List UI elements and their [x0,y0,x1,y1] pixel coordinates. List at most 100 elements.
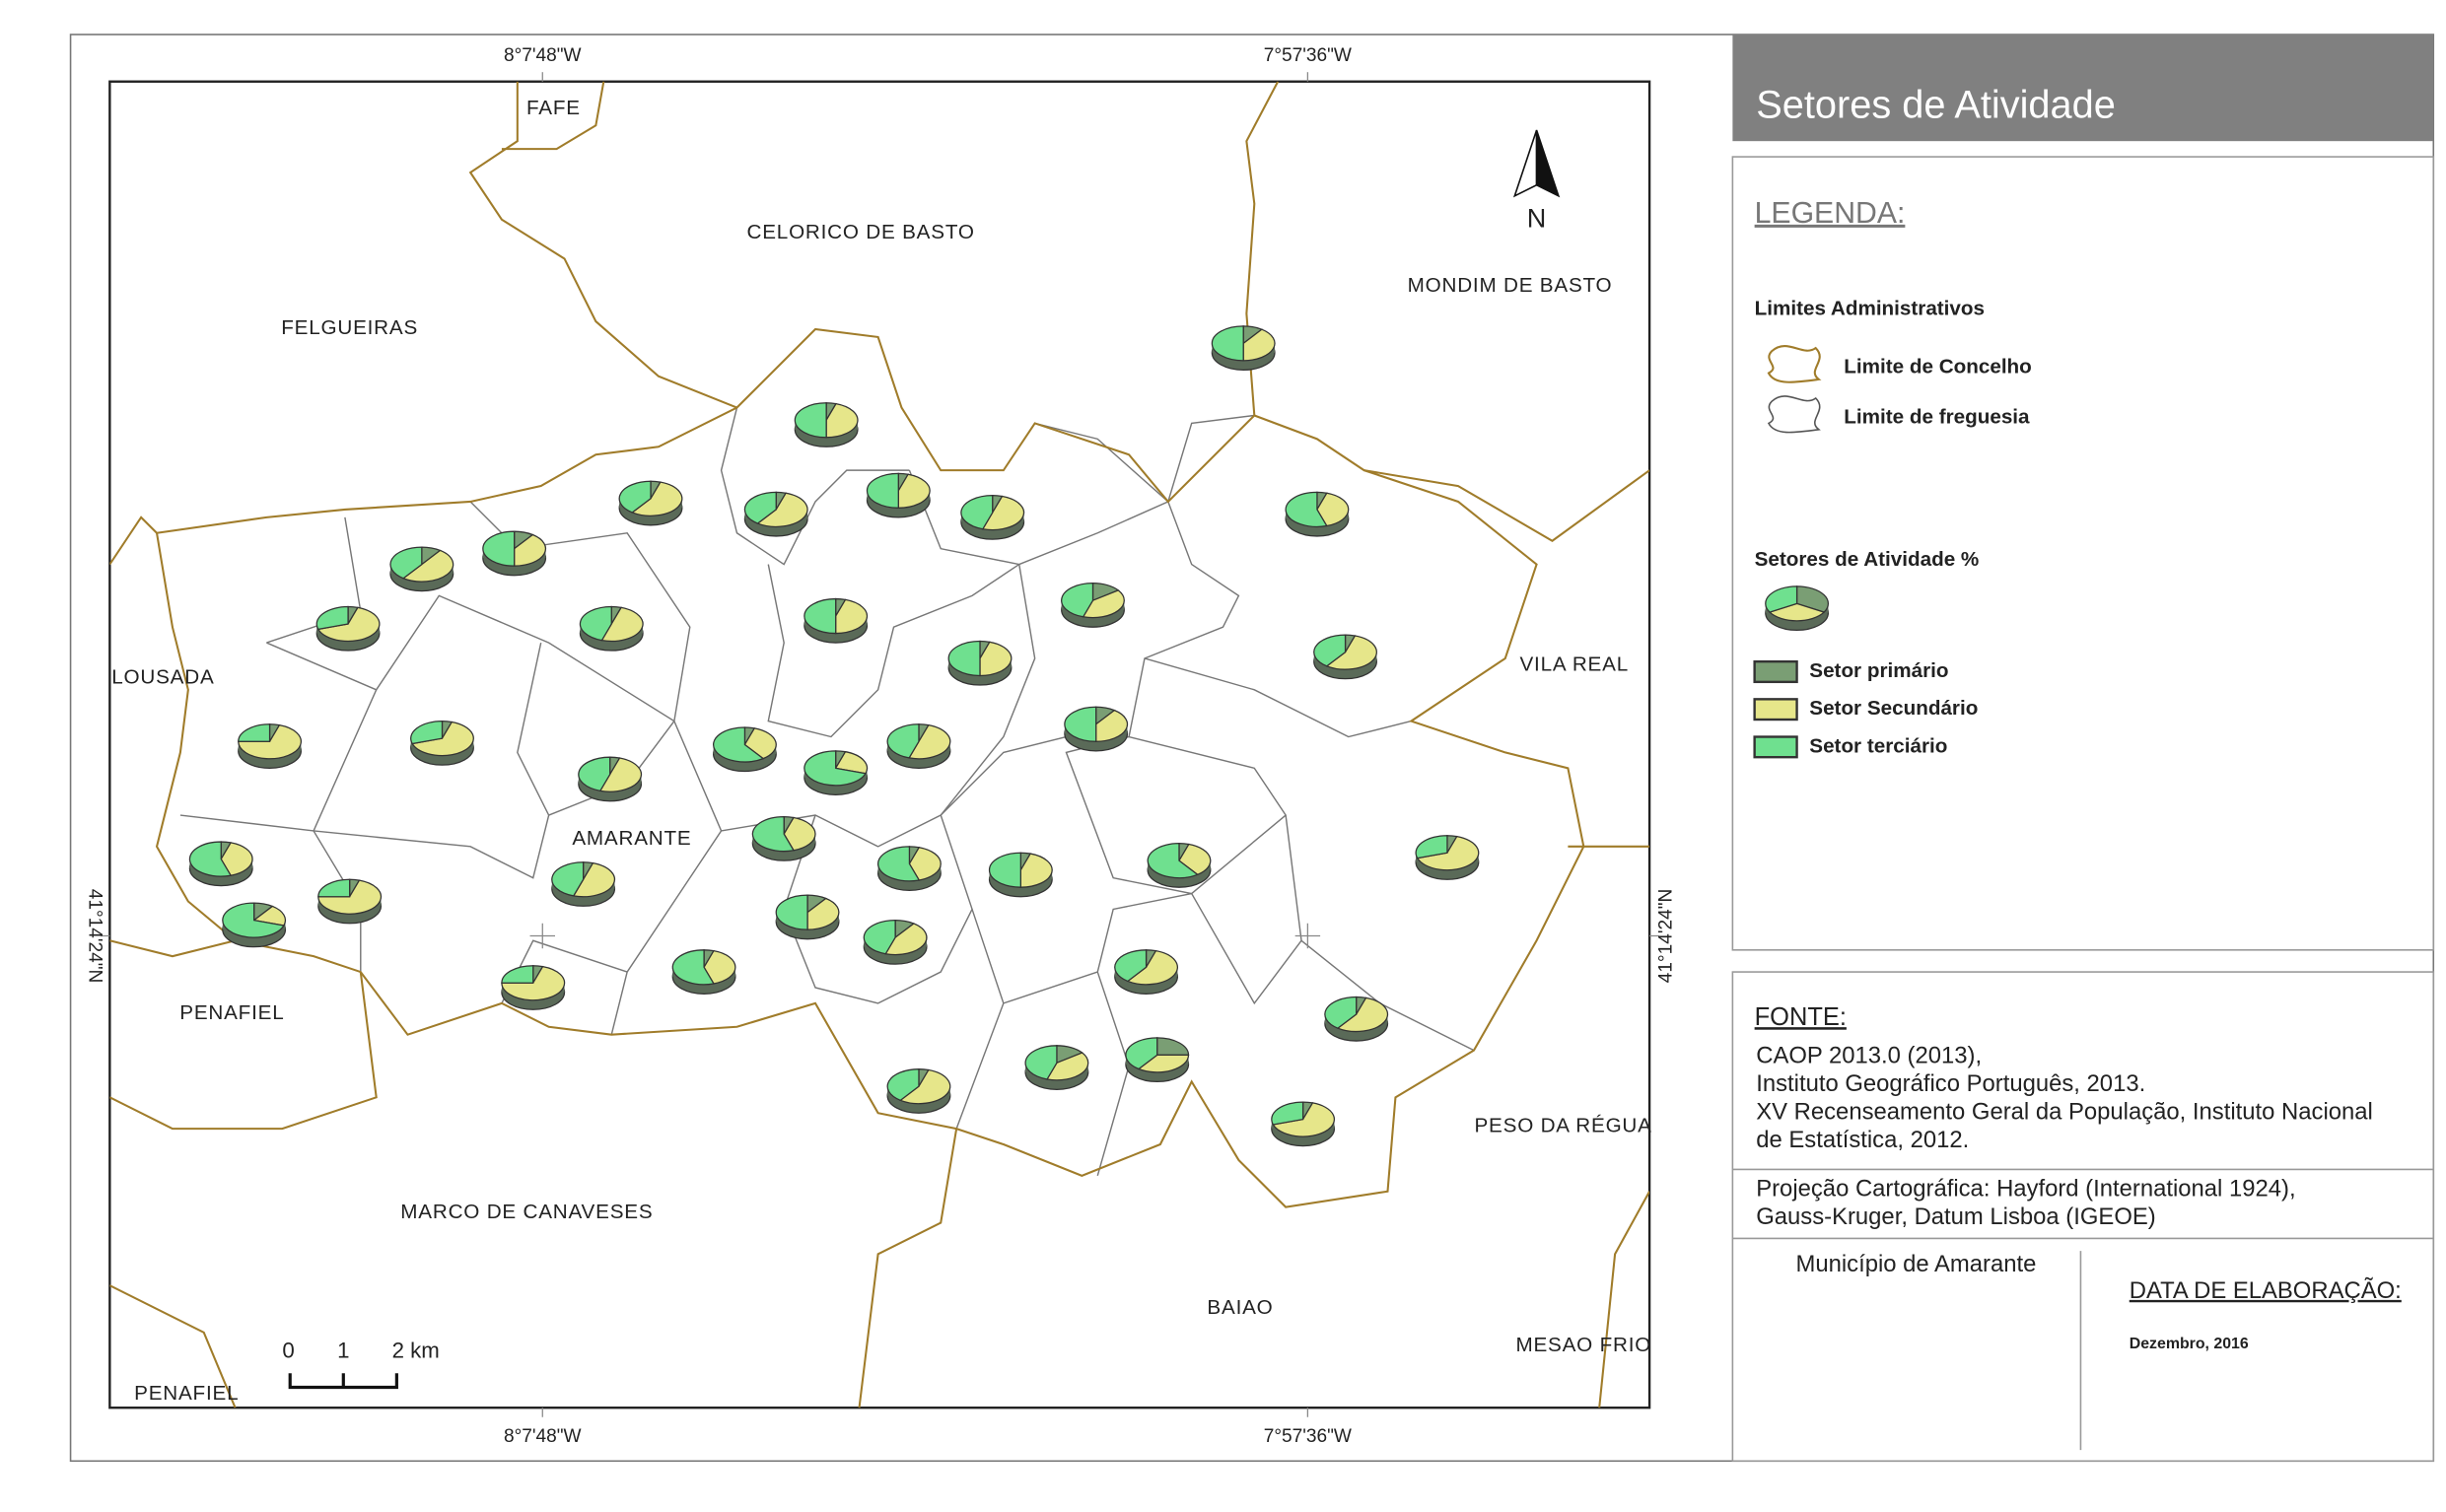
pie-slice [1137,1054,1190,1073]
pie-slice [315,605,349,631]
pie-slice [783,816,816,852]
pie-slice [316,606,381,643]
pie-slice [220,842,253,876]
coord-label: 41°14'24"N [85,889,105,983]
legend-item: Limite de Concelho [1844,356,2032,378]
pie-slice [598,757,643,792]
pie-slice [863,919,896,955]
freguesia-limits [179,407,1475,1177]
pie-slice [908,723,951,760]
pie-slice [1046,1052,1089,1081]
pie-slice [1336,997,1389,1033]
pie-slice [866,472,899,509]
map-frame [108,80,1651,1409]
pie [482,530,547,577]
pie-slice [1114,949,1148,983]
pie-slice [1126,949,1178,986]
pie [317,878,383,925]
source-line: CAOP 2013.0 (2013), [1756,1042,1982,1068]
pie-slice [411,721,474,757]
pie [1324,996,1389,1042]
legend-sectors: Setor primário Setor Secundário Setor terc… [1753,585,1978,759]
pie-slice [1024,1045,1058,1080]
pie [1415,835,1480,880]
legend-item: Limite de freguesia [1844,405,2030,428]
place-label: LOUSADA [111,665,214,688]
pie-slice [756,492,808,528]
north-label: N [1527,204,1547,234]
pie [863,919,928,965]
pie-slice [825,402,859,439]
legend-swatch [1753,735,1798,759]
pie [751,815,816,861]
coord-label: 8°7'48"W [504,45,582,66]
place-label: MARCO DE CANAVESES [400,1201,653,1223]
pie [960,494,1025,540]
legend-item: Setor terciário [1809,734,1947,757]
pie-slice [1325,635,1377,670]
pie [1147,843,1212,888]
title: Setores de Atividade [1756,83,2116,126]
pie-slice [600,606,644,643]
pie-slice [1242,328,1276,362]
source-line: de Estatística, 2012. [1756,1127,1969,1153]
pie-slice [1125,1037,1158,1070]
pie-slice [1765,585,1798,613]
pie-slice [389,546,423,580]
pie-slice [1082,589,1125,619]
pie-slice [410,720,444,745]
pie [1061,583,1125,628]
pie [1125,1037,1190,1083]
map-layer: N 0 1 2 km 8°7'48"W 7°57'36"W 8°7'48"W 7… [85,45,1677,1447]
pie-slice [572,861,616,898]
pie [618,480,683,526]
projection-line: Projeção Cartográfica: Hayford (Internat… [1756,1176,2295,1203]
pie [1313,634,1377,680]
title-bar [1732,34,2434,142]
legend-subheading: Limites Administrativos [1755,298,1985,320]
legend-subheading: Setores de Atividade % [1755,548,1980,571]
pie-slice [317,878,351,898]
pie [410,720,474,766]
pie-slice [835,598,869,635]
projection-line: Gauss-Kruger, Datum Lisboa (IGEOE) [1756,1203,2155,1230]
coord-label: 7°57'36"W [1264,1426,1352,1447]
pie-slice [743,491,777,524]
date: Dezembro, 2016 [2130,1336,2249,1352]
place-label: PENAFIEL [134,1382,239,1405]
pie [775,894,840,940]
date-heading: DATA DE ELABORAÇÃO: [2130,1277,2402,1304]
pie [743,491,808,537]
pie-slice [960,494,994,530]
pie-slice [1156,1037,1190,1057]
pie-slice [1064,706,1097,742]
legend-symbol [1767,395,1821,434]
pie-slice [1416,835,1480,871]
pie-slice [671,949,715,986]
place-label: CELORICO DE BASTO [747,221,975,243]
pie-slice [631,481,683,516]
source-line: XV Recenseamento Geral da População, Ins… [1756,1099,2373,1126]
pie [794,402,859,447]
place-label: PESO DA RÉGUA [1474,1114,1651,1136]
pie-slice [713,726,765,763]
pie [876,846,942,892]
pie-symbols [188,325,1480,1147]
info-box [1731,971,2435,1463]
pie [551,861,616,907]
legend-pie [1765,585,1830,632]
scale-bar [288,1373,398,1390]
scale-label: 1 [337,1338,349,1362]
pie-slice [794,402,827,439]
source-line: Instituto Geográfico Português, 2013. [1756,1070,2145,1097]
pie [1024,1045,1089,1090]
legend-swatch [1753,659,1798,684]
source-lines: CAOP 2013.0 (2013),Instituto Geográfico … [1756,1042,2373,1153]
place-label: MESAO FRIO [1515,1334,1651,1356]
pie-slice [947,640,981,677]
pie [886,1068,951,1114]
pie-slice [501,965,534,984]
place-label: FAFE [526,97,581,119]
legend-heading: LEGENDA: [1755,197,1906,230]
source-heading: FONTE: [1755,1003,1847,1031]
